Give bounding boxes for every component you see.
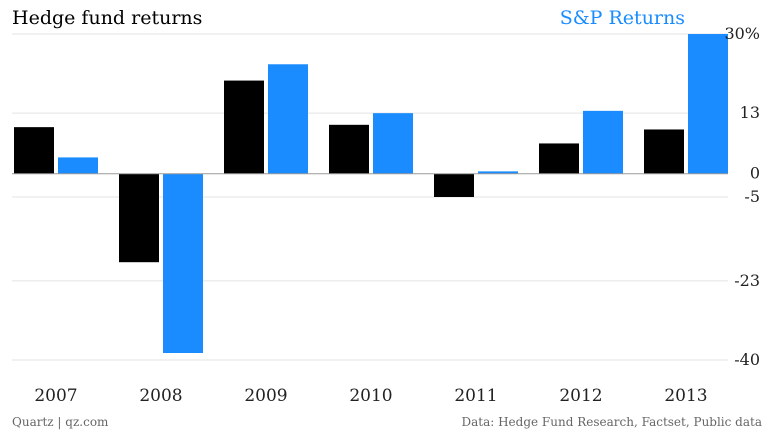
bar-sp-2007: [58, 157, 98, 174]
x-category-label: 2010: [349, 386, 392, 406]
bar-sp-2009: [268, 64, 308, 174]
bar-hedge-fund-2013: [644, 129, 684, 174]
bar-hedge-fund-2008: [119, 173, 159, 263]
x-category-label: 2009: [244, 386, 287, 406]
y-tick-label: 13: [740, 103, 760, 122]
x-category-label: 2013: [664, 386, 707, 406]
bar-hedge-fund-2012: [539, 143, 579, 174]
bars: [14, 34, 728, 354]
bar-hedge-fund-2011: [434, 173, 474, 197]
bar-sp-2013: [688, 34, 728, 174]
x-category-label: 2007: [34, 386, 77, 406]
footer-source-left: Quartz | qz.com: [12, 415, 109, 429]
bar-hedge-fund-2010: [329, 124, 369, 174]
bar-sp-2010: [373, 113, 413, 174]
x-axis-categories: 2007 2008 2009 2010 2011 2012 2013: [34, 386, 707, 406]
x-category-label: 2012: [559, 386, 602, 406]
bar-hedge-fund-2007: [14, 127, 54, 174]
footer-source-right: Data: Hedge Fund Research, Factset, Publ…: [461, 415, 762, 429]
bar-hedge-fund-2009: [224, 80, 264, 174]
bar-sp-2011: [478, 171, 518, 174]
y-tick-label: -23: [734, 271, 760, 290]
legend-hedge-fund: Hedge fund returns: [12, 7, 202, 29]
y-tick-label: -5: [744, 187, 760, 206]
bar-sp-2008: [163, 173, 203, 354]
y-tick-label: 0: [750, 164, 760, 183]
x-category-label: 2011: [454, 386, 497, 406]
x-category-label: 2008: [139, 386, 182, 406]
y-tick-label: -40: [734, 350, 760, 369]
legend-sp-returns: S&P Returns: [560, 7, 685, 29]
y-axis-ticks: 30% 13 0 -5 -23 -40: [724, 24, 760, 369]
y-tick-label: 30%: [724, 24, 760, 43]
bar-sp-2012: [583, 110, 623, 174]
